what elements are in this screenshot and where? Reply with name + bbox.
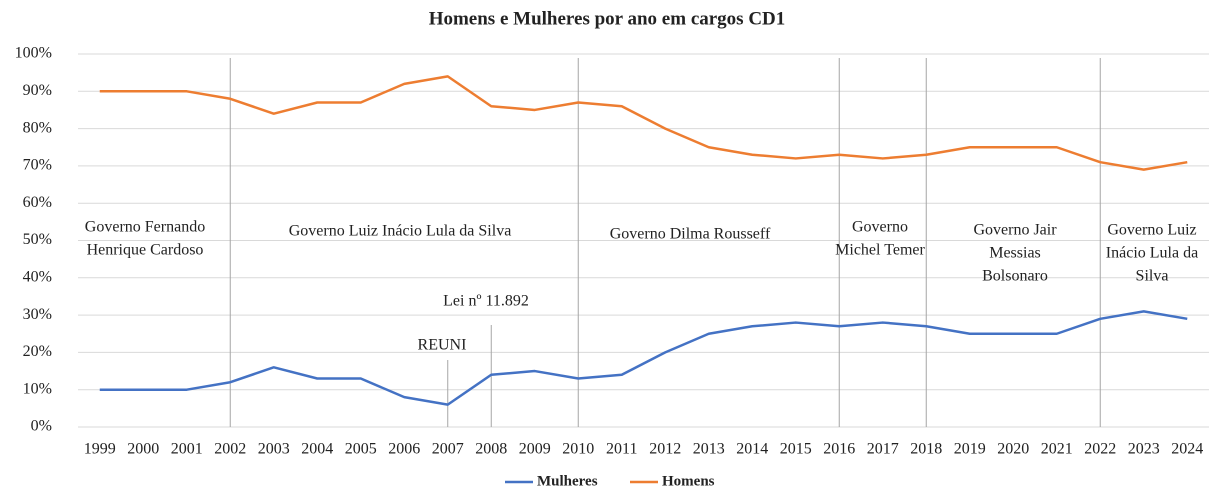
x-tick-label: 2022 (1084, 441, 1116, 458)
y-tick-label: 80% (23, 119, 52, 136)
chart-title: Homens e Mulheres por ano em cargos CD1 (429, 8, 786, 29)
series-line (99, 75, 1188, 171)
x-tick-label: 2001 (171, 441, 203, 458)
annotation: Governo Luiz Inácio Lula da Silva (289, 223, 512, 240)
x-tick-label: 2002 (214, 441, 246, 458)
x-tick-label: 2008 (475, 441, 507, 458)
x-tick-label: 2019 (954, 441, 986, 458)
x-tick-label: 2011 (606, 441, 637, 458)
x-tick-label: 2003 (258, 441, 290, 458)
annotation: Governo Jair (973, 222, 1057, 239)
legend-label: Homens (662, 473, 715, 489)
x-tick-label: 2013 (693, 441, 725, 458)
annotation: Bolsonaro (982, 268, 1048, 285)
x-tick-label: 2021 (1041, 441, 1073, 458)
y-tick-label: 50% (23, 231, 52, 248)
y-tick-label: 90% (23, 82, 52, 99)
x-tick-label: 2020 (997, 441, 1029, 458)
x-tick-label: 2016 (823, 441, 855, 458)
y-tick-label: 40% (23, 268, 52, 285)
x-tick-label: 2007 (432, 441, 464, 458)
x-tick-label: 2024 (1171, 441, 1203, 458)
x-tick-label: 2015 (780, 441, 812, 458)
x-tick-label: 2023 (1128, 441, 1160, 458)
y-tick-label: 100% (15, 45, 52, 62)
annotation: Governo (852, 219, 908, 236)
y-tick-label: 0% (31, 418, 52, 435)
x-tick-label: 2004 (301, 441, 333, 458)
annotation: Governo Fernando (85, 219, 205, 236)
x-tick-label: 2005 (345, 441, 377, 458)
x-tick-label: 2017 (867, 441, 899, 458)
annotation: Messias (989, 245, 1041, 262)
legend-label: Mulheres (537, 473, 598, 489)
y-tick-label: 70% (23, 157, 52, 174)
x-tick-label: 2009 (519, 441, 551, 458)
x-tick-label: 1999 (84, 441, 116, 458)
y-tick-label: 30% (23, 306, 52, 323)
y-tick-label: 10% (23, 380, 52, 397)
y-tick-label: 20% (23, 343, 52, 360)
annotation: REUNI (418, 337, 467, 354)
x-tick-label: 2018 (910, 441, 942, 458)
x-tick-label: 2006 (388, 441, 420, 458)
x-tick-label: 2014 (736, 441, 768, 458)
y-tick-label: 60% (23, 194, 52, 211)
annotation: Silva (1136, 268, 1169, 285)
x-tick-label: 2012 (649, 441, 681, 458)
x-tick-label: 2000 (127, 441, 159, 458)
annotation: Lei nº 11.892 (443, 293, 529, 310)
annotation: Inácio Lula da (1106, 245, 1198, 262)
annotation: Governo Luiz (1107, 222, 1196, 239)
annotation: Henrique Cardoso (87, 242, 204, 259)
x-tick-label: 2010 (562, 441, 594, 458)
series-line (99, 310, 1188, 406)
annotation: Michel Temer (835, 242, 925, 259)
annotation: Governo Dilma Rousseff (610, 226, 771, 243)
